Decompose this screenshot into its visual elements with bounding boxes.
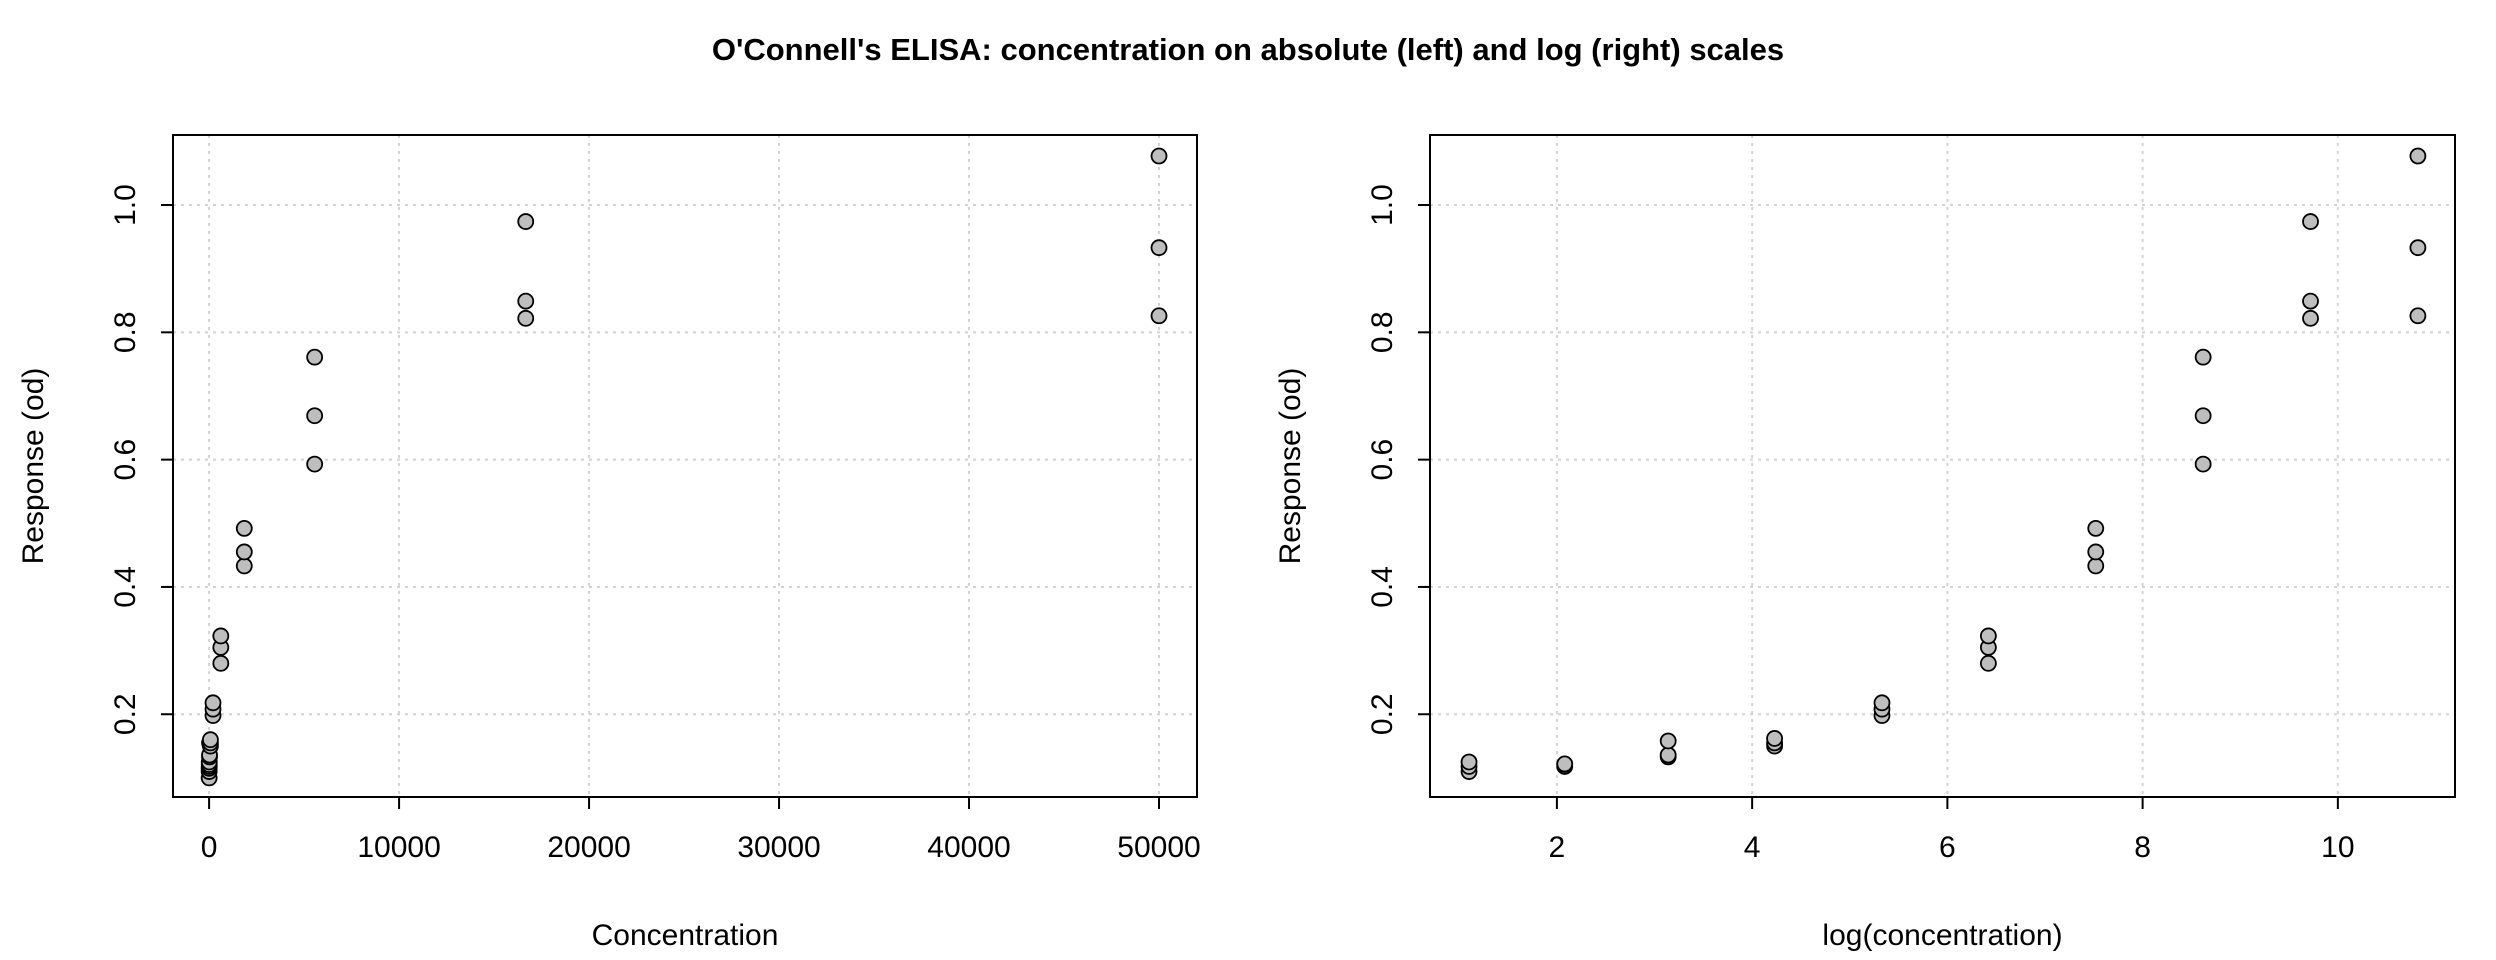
- data-point: [1979, 627, 1997, 645]
- data-point: [306, 348, 324, 366]
- data-point: [2194, 348, 2212, 366]
- x-tick-label: 0: [201, 831, 218, 864]
- left-panel-absolute-scale: 0 10000 20000 30000 40000 50000 0.2 0.4 0.6 0.8 1.…: [17, 134, 1201, 952]
- x-tick-label: 10: [2321, 831, 2354, 864]
- data-point: [2087, 557, 2105, 575]
- data-point: [212, 654, 230, 672]
- x-tick-label: 8: [2134, 831, 2151, 864]
- y-tick-label: 0.4: [109, 566, 142, 608]
- plot-frame: [172, 134, 1198, 798]
- data-point: [235, 557, 253, 575]
- data-point: [1873, 694, 1891, 712]
- data-point: [306, 407, 324, 425]
- data-point: [517, 213, 535, 230]
- data-point: [1556, 755, 1574, 773]
- data-point: [517, 309, 535, 327]
- x-tick-label: 30000: [737, 831, 820, 864]
- data-point: [1659, 746, 1677, 764]
- data-point: [2087, 519, 2105, 537]
- y-axis-label: Response (od): [17, 368, 50, 565]
- x-tick-label: 50000: [1117, 831, 1200, 864]
- data-point: [1766, 730, 1783, 747]
- data-point: [235, 543, 253, 561]
- data-point: [2194, 407, 2212, 425]
- data-point: [2302, 309, 2319, 327]
- x-axis-label: log(concentration): [1822, 919, 2062, 952]
- data-point: [1150, 239, 1168, 257]
- x-axis-label: Concentration: [592, 919, 779, 952]
- y-axis-label: Response (od): [1274, 368, 1307, 565]
- y-tick-label: 0.8: [1366, 311, 1399, 353]
- y-tick-label: 0.6: [1366, 439, 1399, 481]
- data-point: [235, 519, 253, 537]
- data-point: [2302, 292, 2319, 310]
- x-tick-label: 6: [1939, 831, 1956, 864]
- data-point: [1979, 654, 1997, 672]
- data-point: [2409, 307, 2427, 325]
- data-point: [1659, 732, 1677, 750]
- y-tick-label: 0.8: [109, 311, 142, 353]
- right-panel-log-scale: 2 4 6 8 10 0.2 0.4 0.6 0.8 1.0 log(concentration) R…: [1274, 134, 2456, 952]
- figure-title: O'Connell's ELISA: concentration on abso…: [712, 32, 1784, 67]
- y-tick-label: 0.2: [109, 693, 142, 735]
- x-tick-label: 4: [1744, 831, 1761, 864]
- data-point: [1150, 147, 1168, 165]
- x-tick-label: 2: [1549, 831, 1566, 864]
- data-point: [517, 292, 535, 310]
- y-tick-label: 0.6: [109, 439, 142, 481]
- data-point: [1150, 307, 1168, 325]
- y-tick-label: 1.0: [1366, 184, 1399, 226]
- data-point: [2087, 543, 2105, 561]
- plot-frame: [1429, 134, 2456, 798]
- y-tick-label: 1.0: [109, 184, 142, 226]
- data-point: [202, 731, 219, 749]
- y-tick-label: 0.4: [1366, 566, 1399, 608]
- data-point: [306, 455, 324, 473]
- y-tick-label: 0.2: [1366, 693, 1399, 735]
- x-tick-label: 20000: [547, 831, 630, 864]
- data-point: [2302, 213, 2319, 230]
- data-point: [2409, 239, 2427, 257]
- data-point: [1460, 753, 1478, 771]
- data-point: [204, 694, 222, 712]
- x-tick-label: 10000: [357, 831, 440, 864]
- x-tick-label: 40000: [927, 831, 1010, 864]
- data-point: [2409, 147, 2427, 165]
- data-point: [2194, 455, 2212, 473]
- data-point: [212, 627, 230, 645]
